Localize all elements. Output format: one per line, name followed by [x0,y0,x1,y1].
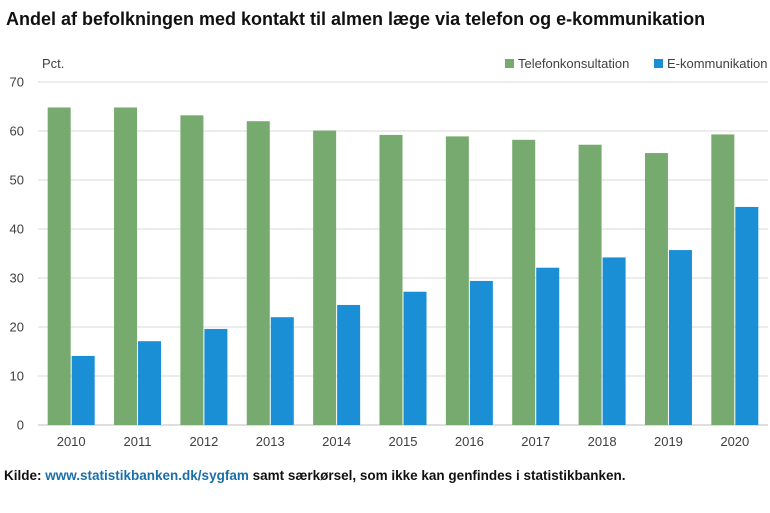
x-tick-label: 2011 [124,434,152,449]
bar-e-kommunikation [204,328,228,425]
x-tick-label: 2014 [322,434,351,449]
bar-telefonkonsultation [114,107,138,425]
bar-e-kommunikation [403,291,427,425]
y-tick-label: 10 [10,369,24,384]
x-tick-label: 2016 [455,434,484,449]
bar-telefonkonsultation [246,121,270,425]
bar-e-kommunikation [138,341,162,425]
y-tick-label: 70 [10,75,24,90]
bar-e-kommunikation [469,280,493,425]
bar-telefonkonsultation [512,139,536,425]
y-axis: 0 10 20 30 40 50 60 70 [10,75,24,433]
legend-label: E-kommunikation [667,56,767,71]
y-tick-label: 30 [10,271,24,286]
legend-label: Telefonkonsultation [518,56,629,71]
bar-e-kommunikation [337,304,361,425]
chart-title: Andel af befolkningen med kontakt til al… [6,9,706,29]
y-tick-label: 50 [10,173,24,188]
source-note: Kilde: www.statistikbanken.dk/sygfam sam… [4,468,625,483]
bar-e-kommunikation [71,355,95,425]
x-tick-label: 2020 [720,434,749,449]
bar-telefonkonsultation [644,153,668,426]
x-tick-label: 2019 [654,434,683,449]
x-tick-label: 2018 [588,434,617,449]
source-prefix: Kilde: [4,468,46,483]
source-link[interactable]: www.statistikbanken.dk/sygfam [45,468,249,483]
x-tick-label: 2010 [57,434,86,449]
x-tick-label: 2013 [256,434,285,449]
y-axis-label: Pct. [42,56,64,71]
bar-telefonkonsultation [47,107,71,425]
legend-swatch [505,59,514,68]
y-tick-label: 0 [17,418,24,433]
x-tick-label: 2017 [521,434,550,449]
x-tick-label: 2015 [389,434,418,449]
legend: Telefonkonsultation E-kommunikation [505,56,767,71]
bar-e-kommunikation [536,267,560,425]
bar-telefonkonsultation [578,144,602,425]
legend-swatch [654,59,663,68]
bars [47,107,759,426]
bar-e-kommunikation [735,206,759,425]
source-suffix: samt særkørsel, som ikke kan genfindes i… [248,468,626,483]
bar-telefonkonsultation [445,136,469,425]
bar-telefonkonsultation [313,130,337,425]
bar-telefonkonsultation [180,115,204,425]
bar-telefonkonsultation [711,134,735,425]
y-tick-label: 60 [10,124,24,139]
x-axis: 2010 2011 2012 2013 2014 2015 2016 2017 2018 2019… [57,434,750,449]
x-tick-label: 2012 [189,434,218,449]
bar-telefonkonsultation [379,134,403,426]
y-tick-label: 40 [10,222,24,237]
bar-e-kommunikation [668,250,692,425]
y-tick-label: 20 [10,320,24,335]
bar-e-kommunikation [270,317,294,425]
bar-e-kommunikation [602,257,626,425]
